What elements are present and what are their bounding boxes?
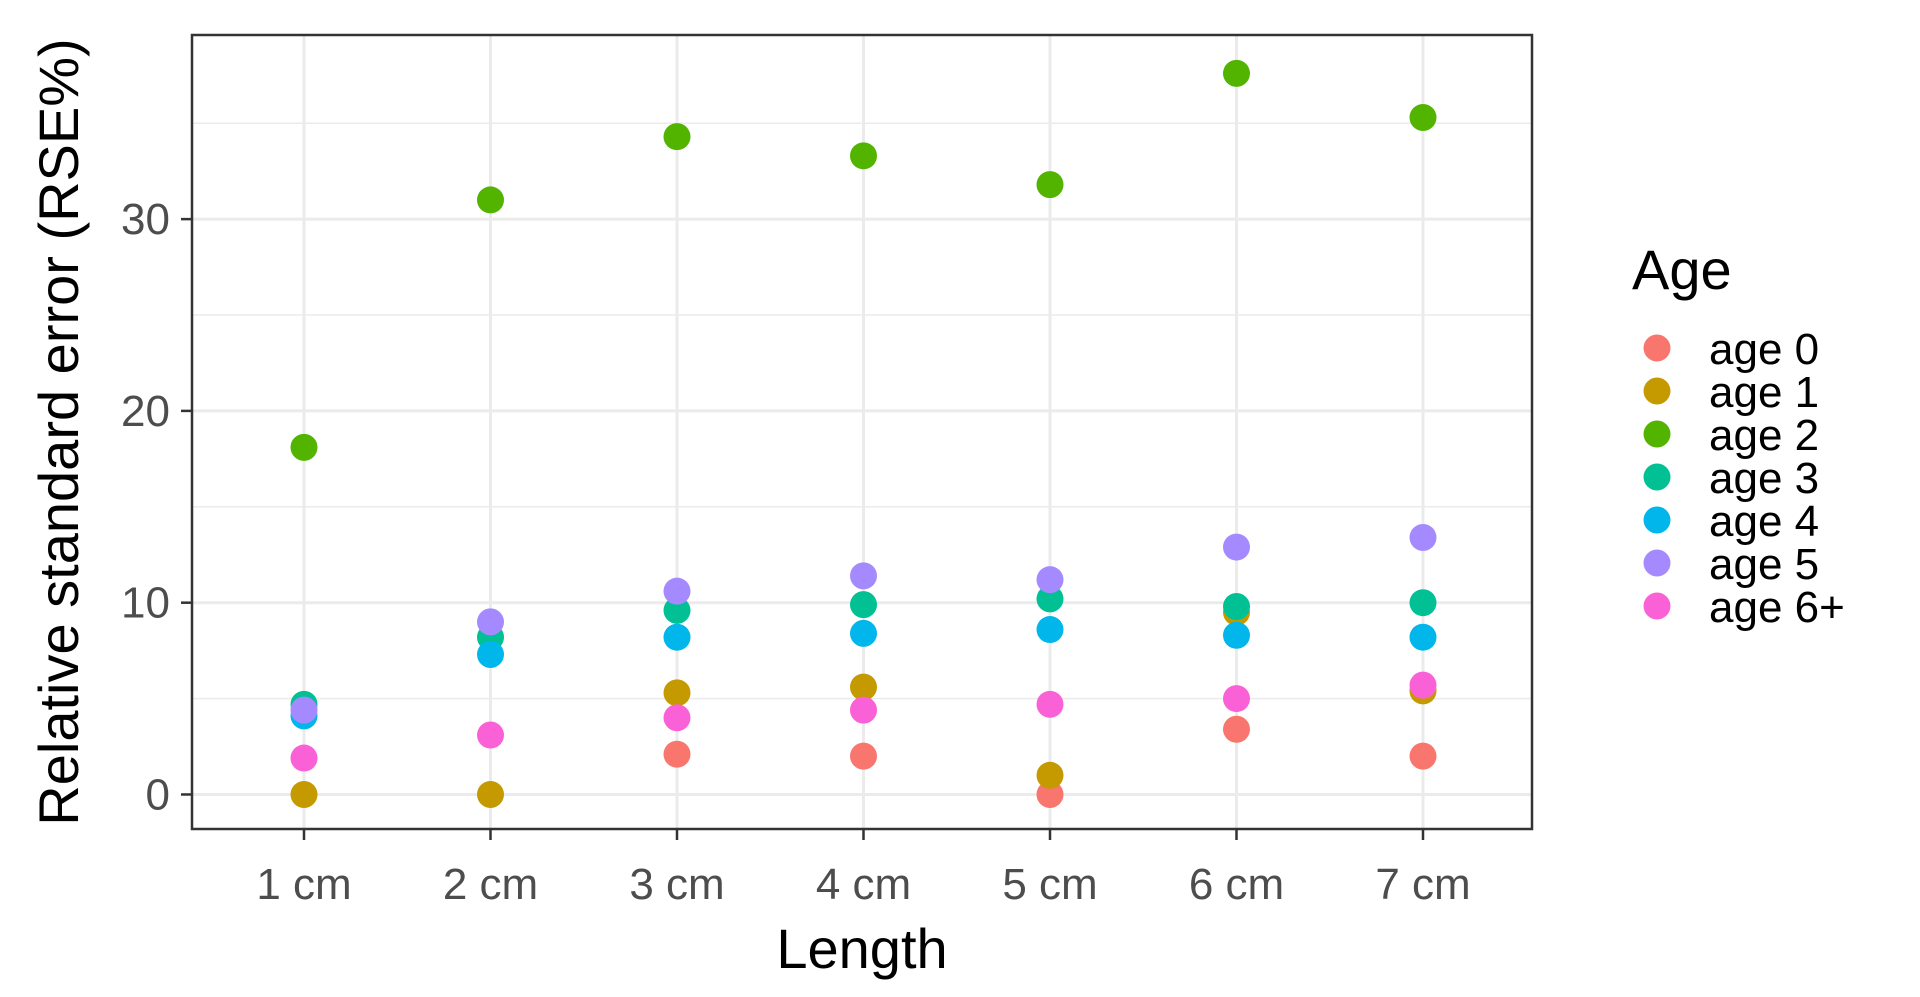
data-point-age-6-: [1409, 671, 1437, 699]
data-point-age-6-: [1223, 685, 1250, 713]
data-point-age-4: [477, 640, 504, 668]
data-point-age-1: [1036, 761, 1064, 789]
y-tick-label: 10: [121, 579, 170, 628]
y-tick-label: 20: [121, 387, 170, 436]
data-point-age-0: [1223, 715, 1250, 743]
legend-key: [1643, 377, 1671, 405]
data-point-age-4: [1223, 621, 1250, 649]
panel-border: [190, 33, 1534, 831]
y-tick-label: 30: [121, 195, 170, 244]
legend-label: age 2: [1709, 411, 1819, 460]
x-tick-label: 7 cm: [1375, 860, 1470, 909]
legend-title: Age: [1632, 238, 1732, 301]
data-point-age-2: [663, 123, 691, 151]
legend-label: age 3: [1709, 454, 1819, 503]
data-point-age-4: [850, 619, 877, 647]
legend-key: [1643, 549, 1671, 577]
x-tick-label: 2 cm: [443, 860, 538, 909]
legend-key: [1643, 463, 1671, 491]
data-point-age-2: [1036, 171, 1064, 199]
legend-key: [1643, 592, 1671, 620]
data-point-age-0: [1036, 780, 1064, 808]
data-point-age-5: [1409, 523, 1437, 551]
data-point-age-3: [1223, 593, 1250, 621]
legend-key: [1643, 334, 1671, 362]
data-point-age-2: [477, 186, 504, 214]
data-point-age-5: [1223, 533, 1250, 561]
data-points: [290, 59, 1437, 808]
data-point-age-4: [1036, 616, 1064, 644]
legend-label: age 0: [1709, 325, 1819, 374]
data-point-age-3: [1409, 589, 1437, 617]
data-point-age-5: [290, 696, 318, 724]
x-tick-label: 3 cm: [629, 860, 724, 909]
data-point-age-2: [1223, 59, 1250, 87]
data-point-age-1: [850, 673, 877, 701]
data-point-age-1: [477, 780, 504, 808]
x-tick-label: 5 cm: [1002, 860, 1097, 909]
data-point-age-0: [663, 740, 691, 768]
data-point-age-6-: [850, 696, 877, 724]
data-point-age-3: [663, 596, 691, 624]
data-point-age-3: [1036, 585, 1064, 613]
data-point-age-4: [1409, 623, 1437, 651]
data-point-age-6-: [477, 721, 504, 749]
x-axis-title: Length: [776, 917, 947, 980]
y-tick-label: 0: [146, 770, 170, 819]
data-point-age-0: [850, 742, 877, 770]
legend-label: age 1: [1709, 368, 1819, 417]
data-point-age-5: [477, 608, 504, 636]
data-point-age-5: [850, 562, 877, 590]
legend-key: [1643, 420, 1671, 448]
x-tick-label: 6 cm: [1189, 860, 1284, 909]
axes: 0 10 20 30 1 cm 2 cm 3 cm 4 cm 5 cm 6 cm 7 cm: [121, 195, 1471, 909]
legend-key: [1643, 506, 1671, 534]
y-axis-title: Relative standard error (RSE%): [27, 38, 90, 825]
data-point-age-1: [290, 780, 318, 808]
data-point-age-5: [1036, 566, 1064, 594]
data-point-age-0: [1409, 742, 1437, 770]
data-point-age-3: [850, 591, 877, 619]
data-point-age-6-: [663, 704, 691, 732]
data-point-age-5: [663, 577, 691, 605]
data-point-age-4: [663, 623, 691, 651]
legend-label: age 6+: [1709, 583, 1845, 632]
data-point-age-2: [290, 433, 318, 461]
data-point-age-2: [850, 142, 877, 170]
data-point-age-6-: [1036, 690, 1064, 718]
legend-label: age 5: [1709, 540, 1819, 589]
x-tick-label: 1 cm: [256, 860, 351, 909]
data-point-age-2: [1409, 103, 1437, 131]
x-tick-label: 4 cm: [816, 860, 911, 909]
data-point-age-6-: [290, 744, 318, 772]
legend-label: age 4: [1709, 497, 1819, 546]
data-point-age-1: [663, 679, 691, 707]
